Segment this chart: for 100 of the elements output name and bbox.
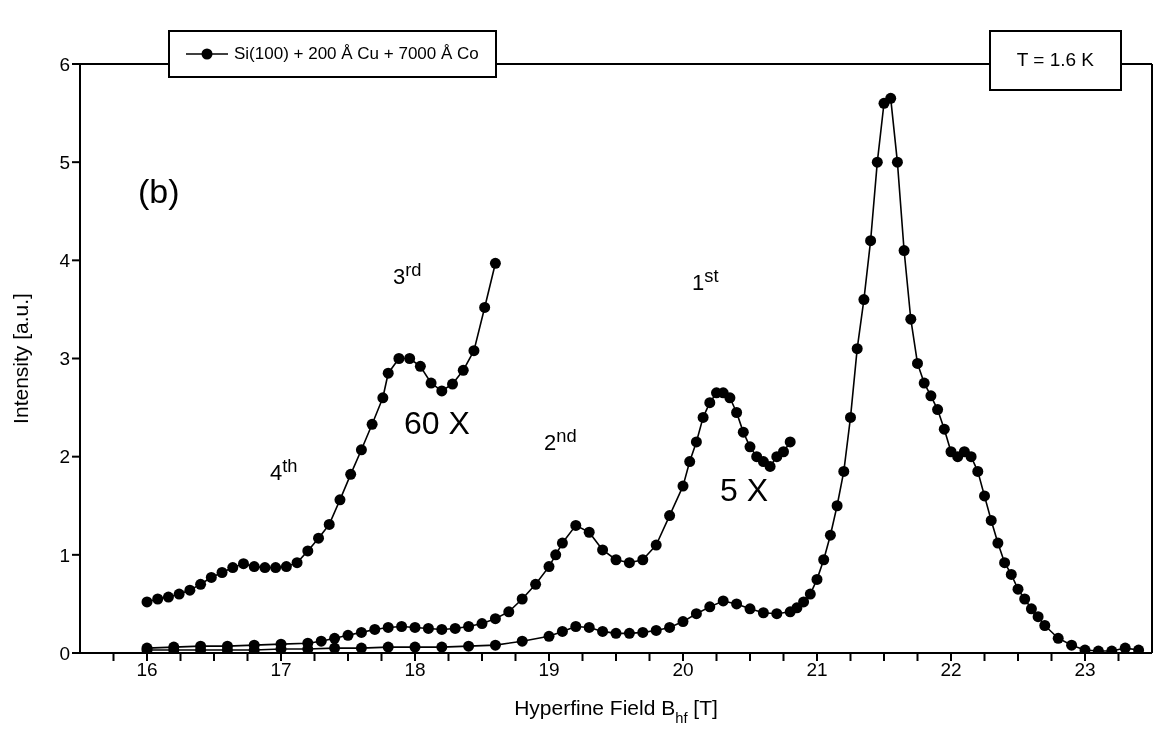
point <box>650 539 662 551</box>
point <box>704 397 716 409</box>
point <box>690 436 702 448</box>
point <box>313 532 325 544</box>
x-tick-label: 20 <box>672 659 694 681</box>
point <box>737 426 749 438</box>
point <box>259 562 271 574</box>
point <box>436 623 448 635</box>
x-tick-label: 17 <box>270 659 292 681</box>
x-tick-label: 16 <box>136 659 158 681</box>
point <box>479 301 491 313</box>
point <box>583 526 595 538</box>
y-tick-label: 6 <box>59 53 70 75</box>
point <box>404 353 416 364</box>
point <box>334 494 346 506</box>
point <box>476 618 488 630</box>
point <box>152 593 164 605</box>
x-tick-label: 22 <box>940 659 962 681</box>
y-tick-label: 0 <box>59 642 70 664</box>
point <box>382 621 394 633</box>
y-axis-title: Intensity [a.u.] <box>9 293 32 424</box>
point <box>556 537 568 549</box>
x-tick-label: 23 <box>1074 659 1096 681</box>
point <box>377 392 389 404</box>
annotation: T = 1.6 K <box>988 30 1122 91</box>
annotation: 1$^{st}$ <box>692 265 719 296</box>
point <box>227 562 239 574</box>
annotation: 4$^{th}$ <box>270 455 298 486</box>
point <box>610 554 622 566</box>
annotation: 3$^{rd}$ <box>393 259 422 290</box>
point <box>291 557 303 569</box>
point <box>664 510 676 522</box>
y-tick-label: 2 <box>59 446 70 468</box>
point <box>731 406 743 418</box>
annotation: (b) <box>138 172 180 211</box>
point <box>468 345 480 357</box>
y-tick-label: 4 <box>59 250 71 272</box>
point <box>422 622 434 634</box>
point <box>270 562 282 574</box>
point <box>425 377 437 389</box>
point <box>637 554 649 566</box>
point <box>677 480 689 492</box>
point <box>345 468 357 480</box>
point <box>162 591 174 603</box>
y-tick-label: 1 <box>59 544 70 566</box>
point <box>237 558 249 570</box>
annotation: 2$^{nd}$ <box>544 425 577 456</box>
x-tick-label: 19 <box>538 659 560 681</box>
point <box>543 561 555 573</box>
y-tick-label: 5 <box>59 151 70 173</box>
point <box>503 606 515 618</box>
point <box>463 621 475 632</box>
point <box>697 411 709 423</box>
x-tick-label: 21 <box>806 659 828 681</box>
point <box>449 622 461 634</box>
point <box>393 353 405 364</box>
point <box>323 518 335 530</box>
point <box>205 571 217 583</box>
annotation: 60 X <box>404 405 470 442</box>
point <box>489 613 501 625</box>
point <box>184 584 196 596</box>
point <box>366 418 378 430</box>
point <box>382 367 394 379</box>
point <box>342 629 354 641</box>
point <box>436 385 448 397</box>
point <box>355 626 367 638</box>
point <box>684 456 696 468</box>
point <box>724 392 736 404</box>
x-tick-label: 18 <box>404 659 426 681</box>
point <box>570 519 582 531</box>
point <box>414 360 426 372</box>
point <box>141 596 153 608</box>
point <box>173 588 185 600</box>
point <box>409 621 421 633</box>
point <box>550 549 562 561</box>
x-axis-title: Hyperfine Field B$_{hf}$ [T] <box>514 696 718 726</box>
point <box>195 578 207 590</box>
point <box>315 635 327 647</box>
y-tick-label: 3 <box>59 348 70 370</box>
point <box>369 623 381 635</box>
annotation: 5 X <box>720 472 769 509</box>
point <box>764 460 776 472</box>
point <box>302 545 314 557</box>
point <box>530 578 542 590</box>
point <box>778 446 789 458</box>
point <box>623 557 635 569</box>
legend-label: Si(100) + 200 Å Cu + 7000 Å Co <box>234 44 479 64</box>
point <box>248 561 260 573</box>
point <box>355 444 367 456</box>
point <box>396 621 408 632</box>
point <box>597 544 609 556</box>
point <box>216 567 228 578</box>
point <box>489 257 501 269</box>
point <box>280 561 292 573</box>
point <box>447 378 459 390</box>
point <box>744 441 756 453</box>
point <box>516 593 528 605</box>
point <box>457 364 469 376</box>
point <box>329 632 341 644</box>
point <box>784 436 796 448</box>
